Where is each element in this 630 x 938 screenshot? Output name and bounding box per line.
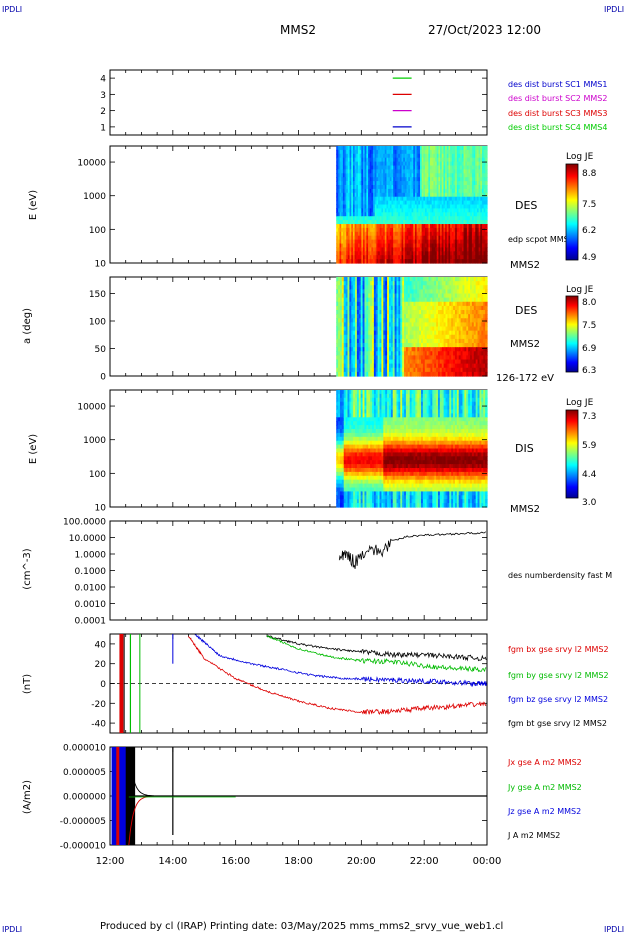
spectrogram-cell <box>485 205 487 210</box>
spectrogram-cell <box>485 228 487 233</box>
spacecraft-title: MMS2 <box>280 23 316 37</box>
y-tick-label: 3 <box>100 91 106 101</box>
spectrogram-cell <box>485 189 487 194</box>
corner-label-bottom-left: IPDLI <box>2 925 22 934</box>
p2-sublabel: MMS2 <box>510 260 540 271</box>
spectrogram-cell <box>485 158 487 163</box>
datetime-title: 27/Oct/2023 12:00 <box>428 23 541 37</box>
spectrogram-cell <box>485 177 487 182</box>
legend-burst-sc3: des dist burst SC3 MMS3 <box>508 109 607 118</box>
y-tick-label: 1000 <box>83 192 106 202</box>
spectrogram-cell <box>485 146 487 151</box>
spectrogram-cell <box>485 236 487 241</box>
spectrogram-cell <box>485 185 487 190</box>
panel-frame <box>110 521 487 620</box>
y-tick-label: 100 <box>89 226 106 236</box>
spectrogram-cell <box>485 150 487 155</box>
p2-colorbar-title: Log JE <box>566 152 594 162</box>
spectrogram-cell <box>485 212 487 217</box>
spectrogram-cell <box>485 232 487 237</box>
panel-burst-coverage: 4 3 2 1 des dist burst SC1 MMS1 des dist bu… <box>100 75 607 134</box>
spectrogram-cell <box>485 240 487 245</box>
footer-credits: Produced by cl (IRAP) Printing date: 03/… <box>100 921 503 932</box>
spectrogram-cell <box>485 201 487 206</box>
legend-burst-sc4: des dist burst SC4 MMS4 <box>508 123 607 132</box>
p2-overlay-label: edp scpot MMS2 <box>508 235 574 244</box>
legend-burst-sc2: des dist burst SC2 MMS2 <box>508 94 607 103</box>
y-tick-label: 10 <box>95 260 107 270</box>
spectrogram-cell <box>485 169 487 174</box>
spectrogram-cell <box>485 173 487 178</box>
y-tick-label: 1 <box>100 123 106 133</box>
panel-electron-energy: 10000 1000 100 10 E (eV) DES edp scpot MMS2… <box>28 146 597 271</box>
spectrogram-cell <box>485 181 487 186</box>
spectrogram-cell <box>485 166 487 171</box>
spectrogram-cell <box>485 154 487 159</box>
p2-cb-tick: 4.9 <box>582 253 597 263</box>
corner-label-left: IPDLI <box>2 5 22 14</box>
p2-cb-tick: 7.5 <box>582 200 596 210</box>
spectrogram-cell <box>485 216 487 221</box>
panel-frame <box>110 70 487 135</box>
corner-label-bottom-right: IPDLI <box>604 925 624 934</box>
pitch-angle-heatmap <box>336 277 487 377</box>
electron-energy-heatmap <box>336 146 487 264</box>
spectrogram-cell <box>485 197 487 202</box>
spectrogram-cell <box>485 244 487 249</box>
spectrogram-cell <box>485 255 487 260</box>
spectrogram-cell <box>485 247 487 252</box>
y-tick-label: 10000 <box>77 159 106 169</box>
spectrogram-cell <box>485 220 487 225</box>
p2-ylabel: E (eV) <box>28 190 39 220</box>
p2-instrument: DES <box>515 199 537 212</box>
y-tick-label: 2 <box>100 107 106 117</box>
p2-cb-tick: 6.2 <box>582 226 596 236</box>
spectrogram-cell <box>485 251 487 256</box>
y-tick-label: 4 <box>100 75 106 85</box>
p2-colorbar <box>566 164 578 260</box>
corner-label-right: IPDLI <box>604 5 624 14</box>
spectrogram-cell <box>485 224 487 229</box>
spectrogram-cell <box>485 208 487 213</box>
spectrogram-cell <box>485 193 487 198</box>
legend-burst-sc1: des dist burst SC1 MMS1 <box>508 80 607 89</box>
p2-cb-tick: 8.8 <box>582 169 597 179</box>
